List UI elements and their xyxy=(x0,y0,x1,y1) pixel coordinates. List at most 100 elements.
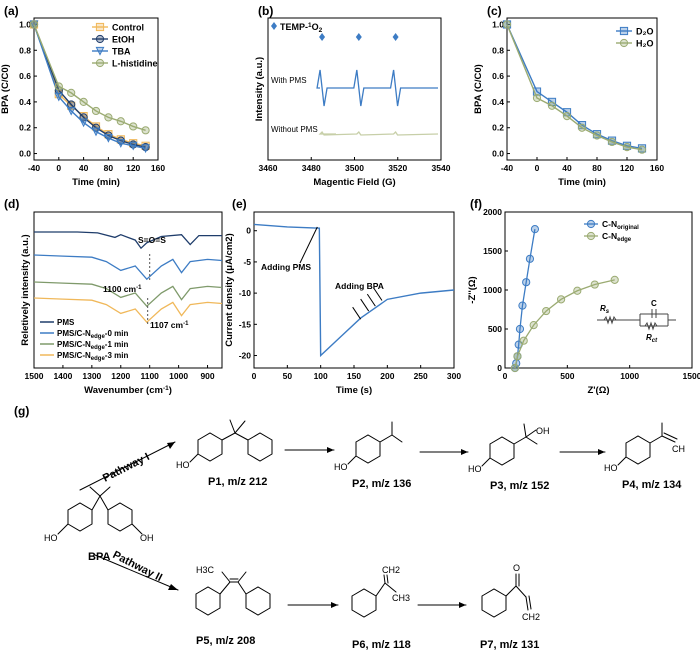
data-point xyxy=(515,324,525,334)
series-line-without-pms xyxy=(318,130,439,136)
x-axis-label: Magentic Field (G) xyxy=(313,177,395,188)
x-tick-label: 80 xyxy=(104,163,114,173)
x-tick-label: 200 xyxy=(380,371,394,381)
bpa-oh-label: OH xyxy=(140,533,154,543)
x-tick-label: 160 xyxy=(151,163,165,173)
plot-frame xyxy=(33,17,159,161)
x-axis-label: Time (s) xyxy=(336,385,372,396)
y-tick-label: 1500 xyxy=(483,246,502,256)
x-tick-label: 250 xyxy=(414,371,428,381)
y-tick-label: 0.4 xyxy=(19,97,31,107)
p5-structure xyxy=(195,571,271,616)
legend-marker xyxy=(586,219,596,229)
y-tick-label: 0.8 xyxy=(492,45,504,55)
x-tick-label: 0 xyxy=(503,371,508,381)
x-tick-label: 100 xyxy=(314,371,328,381)
series-label: With PMS xyxy=(271,76,307,85)
data-point xyxy=(530,225,540,234)
p7-label: P7, m/z 131 xyxy=(480,639,539,650)
arrow-p5-p6-head xyxy=(331,602,338,608)
p6-label: P6, m/z 118 xyxy=(352,639,411,650)
x-tick-label: 0 xyxy=(535,163,540,173)
annotation-arrow xyxy=(366,293,376,307)
legend-marker xyxy=(95,22,105,32)
x-tick-label: 500 xyxy=(560,371,574,381)
p6-structure xyxy=(351,574,397,618)
panel-d-letter: (d) xyxy=(4,197,19,211)
annotation-arrow xyxy=(352,306,362,320)
x-tick-label: 1000 xyxy=(620,371,639,381)
legend-marker xyxy=(95,46,105,56)
data-point xyxy=(519,336,528,345)
legend-label: PMS/C-Nedge-0 min xyxy=(57,329,128,340)
x-tick-label: 80 xyxy=(592,163,602,173)
x-tick-label: -40 xyxy=(501,163,514,173)
legend-marker xyxy=(619,26,629,36)
pathway-1-arrowhead xyxy=(167,442,175,449)
x-tick-label: 1200 xyxy=(111,371,130,381)
equivalent-circuit xyxy=(597,309,676,331)
x-tick-label: 300 xyxy=(447,371,461,381)
x-tick-label: -40 xyxy=(28,163,41,173)
panel-b: (b) 3460 3480 3500 3520 3540 Magentic Field (… xyxy=(254,4,451,188)
data-point xyxy=(513,352,522,361)
data-point xyxy=(525,254,535,263)
legend-label: EtOH xyxy=(112,35,135,45)
y-axis-label: BPA (C/C0) xyxy=(0,64,11,114)
p6-ch2-label: CH2 xyxy=(382,565,400,575)
data-point xyxy=(141,144,151,154)
x-tick-label: 1000 xyxy=(169,371,188,381)
data-point xyxy=(67,100,76,109)
y-axis-label: -Z''(Ω) xyxy=(467,276,478,303)
y-axis-label: Reletively intensity (a.u.) xyxy=(20,234,31,345)
p7-ch2-label: CH2 xyxy=(522,612,540,622)
annotation-label: 1107 cm-1 xyxy=(150,320,189,330)
circuit-resistor xyxy=(603,315,617,325)
x-tick-label: 1400 xyxy=(53,371,72,381)
y-tick-label: 1.0 xyxy=(19,19,31,29)
y-tick-label: -20 xyxy=(239,351,252,361)
peak-diamond xyxy=(392,33,399,41)
p7-o-label: O xyxy=(513,563,520,573)
data-point xyxy=(542,306,551,316)
legend-marker xyxy=(586,231,596,241)
y-tick-label: 500 xyxy=(488,324,502,334)
x-tick-label: 1300 xyxy=(82,371,101,381)
x-tick-label: 3540 xyxy=(432,163,451,173)
panel-c-axes: -40 0 40 80 120 160 0.0 0.2 0.4 0.6 0.8 1.0 Time (mi… xyxy=(473,17,664,188)
y-tick-label: 0.8 xyxy=(19,45,31,55)
x-tick-label: 1500 xyxy=(683,371,700,381)
y-axis-label: Intensity (a.u.) xyxy=(254,57,265,121)
y-tick-label: 0.4 xyxy=(492,97,504,107)
p1-ho-label: HO xyxy=(176,460,190,470)
series-line xyxy=(34,231,222,250)
x-axis-label: Wavenumber (cm-1) xyxy=(84,385,172,396)
pathway-2-arrow xyxy=(94,554,179,591)
pathway-2-label: Pathway II xyxy=(111,549,164,584)
p6-ch3-label: CH3 xyxy=(392,593,410,603)
data-point xyxy=(637,145,647,154)
data-point xyxy=(577,123,587,132)
series-line xyxy=(33,24,146,150)
x-tick-label: 0 xyxy=(56,163,61,173)
y-axis-label: BPA (C/C0) xyxy=(473,64,484,114)
x-tick-label: 120 xyxy=(620,163,634,173)
legend-marker xyxy=(95,58,105,68)
legend-label: C-Nedge xyxy=(602,231,632,243)
p4-ch2-label: CH xyxy=(672,444,685,454)
data-point xyxy=(522,278,531,287)
arrow-p6-p7-head xyxy=(459,602,466,608)
series-line xyxy=(253,223,455,358)
p4-ho-label: HO xyxy=(604,463,618,473)
panel-d-axes: 1500 1400 1300 1200 1100 1000 900 Wavenumber (c… xyxy=(20,211,223,396)
panel-b-letter: (b) xyxy=(258,4,273,18)
p5-h3c-label: H3C xyxy=(196,565,215,575)
data-point xyxy=(607,137,617,147)
x-tick-label: 40 xyxy=(562,163,572,173)
y-tick-label: -5 xyxy=(243,257,251,267)
annotation-label: Adding PMS xyxy=(261,262,311,272)
data-point xyxy=(91,106,101,116)
y-tick-label: 0.2 xyxy=(492,123,504,133)
data-point xyxy=(557,295,566,304)
